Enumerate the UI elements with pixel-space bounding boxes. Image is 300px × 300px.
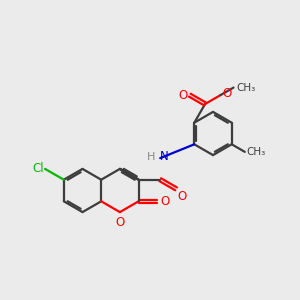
Text: O: O [178, 190, 187, 203]
Text: Cl: Cl [32, 162, 44, 176]
Text: O: O [222, 87, 231, 100]
Text: O: O [115, 216, 124, 229]
Text: CH₃: CH₃ [246, 147, 266, 157]
Text: CH₃: CH₃ [236, 82, 256, 93]
Text: N: N [160, 150, 168, 163]
Text: O: O [178, 88, 188, 102]
Text: O: O [160, 195, 169, 208]
Text: H: H [146, 152, 155, 162]
